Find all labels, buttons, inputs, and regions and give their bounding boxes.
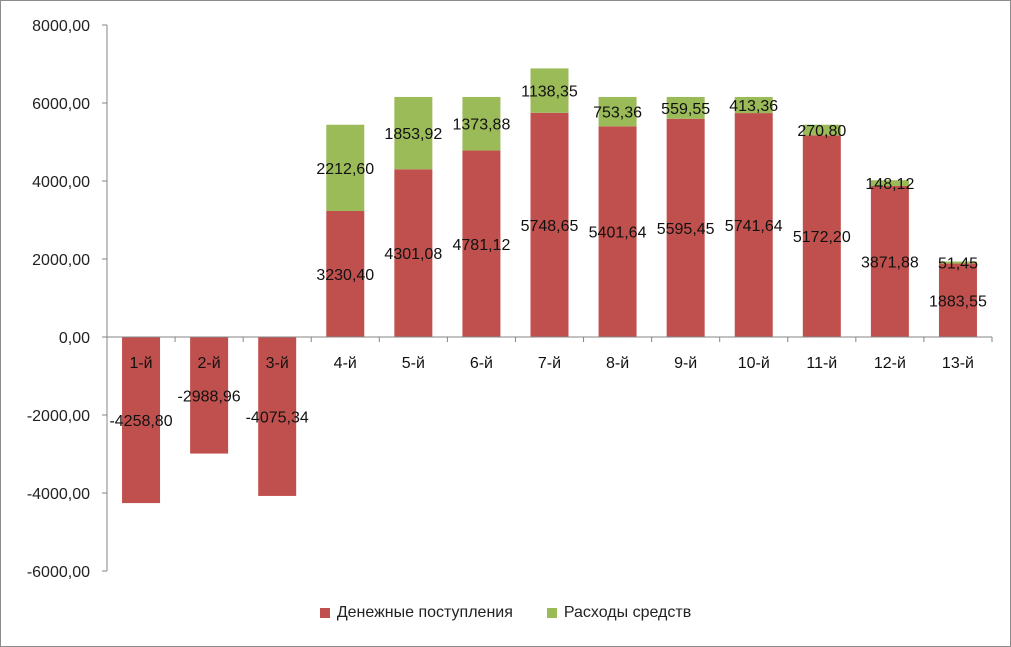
data-label-expenses: 559,55 bbox=[661, 101, 710, 118]
x-tick-label: 7-й bbox=[538, 355, 561, 372]
data-label-income: 4781,12 bbox=[453, 237, 511, 254]
data-label-income: 5401,64 bbox=[589, 225, 647, 242]
legend-item-income: Денежные поступления bbox=[319, 604, 513, 622]
legend-swatch-expenses bbox=[546, 608, 557, 618]
y-tick-label: -2000,00 bbox=[27, 408, 90, 425]
data-label-income: 5172,20 bbox=[793, 229, 851, 246]
bar-income bbox=[938, 263, 977, 337]
bar-income bbox=[802, 135, 841, 337]
bar-expenses bbox=[666, 96, 705, 119]
bar-income bbox=[598, 126, 637, 338]
bar-income bbox=[394, 169, 433, 337]
bar-expenses bbox=[938, 261, 977, 264]
bar-income bbox=[258, 337, 297, 496]
data-label-income: 5748,65 bbox=[521, 218, 579, 235]
x-tick-label: 11-й bbox=[806, 355, 837, 372]
x-tick-label: 10-й bbox=[738, 355, 770, 372]
x-tick-label: 2-й bbox=[198, 355, 221, 372]
bar-income bbox=[462, 150, 501, 337]
data-label-expenses: 51,45 bbox=[938, 256, 978, 273]
data-label-income: -4075,34 bbox=[246, 409, 309, 426]
data-label-expenses: 1853,92 bbox=[384, 126, 442, 143]
data-label-expenses: 270,80 bbox=[797, 123, 846, 140]
y-tick-label: -6000,00 bbox=[27, 564, 90, 581]
bar-expenses bbox=[598, 96, 637, 127]
bar-expenses bbox=[394, 96, 433, 170]
y-tick-label: 6000,00 bbox=[32, 96, 90, 113]
data-label-expenses: 1373,88 bbox=[453, 117, 511, 134]
bar-expenses bbox=[734, 96, 773, 114]
data-label-income: -2988,96 bbox=[178, 388, 241, 405]
bar-expenses bbox=[530, 68, 569, 113]
legend-label-expenses: Расходы средств bbox=[563, 604, 692, 621]
data-label-expenses: 2212,60 bbox=[316, 161, 374, 178]
x-tick-label: 3-й bbox=[266, 355, 289, 372]
x-tick-label: 9-й bbox=[674, 355, 697, 372]
bar-income bbox=[666, 118, 705, 337]
x-tick-label: 4-й bbox=[334, 355, 357, 372]
bar-expenses bbox=[870, 180, 909, 186]
bar-expenses bbox=[462, 96, 501, 151]
legend-label-income: Денежные поступления bbox=[336, 604, 513, 621]
y-tick-label: 8000,00 bbox=[32, 18, 90, 35]
legend-swatch-income bbox=[319, 608, 330, 618]
x-tick-label: 13-й bbox=[942, 355, 974, 372]
legend: Денежные поступления Расходы средств bbox=[0, 604, 1011, 622]
data-label-expenses: 413,36 bbox=[729, 98, 778, 115]
bar-expenses bbox=[326, 124, 365, 212]
bar-income bbox=[122, 337, 161, 504]
bar-expenses bbox=[802, 124, 841, 136]
data-label-income: 3230,40 bbox=[316, 267, 374, 284]
data-label-income: -4258,80 bbox=[109, 413, 172, 430]
y-tick-label: 4000,00 bbox=[32, 174, 90, 191]
x-tick-label: 8-й bbox=[606, 355, 629, 372]
data-label-income: 4301,08 bbox=[384, 246, 442, 263]
x-tick-label: 6-й bbox=[470, 355, 493, 372]
x-tick-label: 1-й bbox=[129, 355, 152, 372]
x-tick-label: 12-й bbox=[874, 355, 906, 372]
data-label-income: 3871,88 bbox=[861, 254, 919, 271]
data-label-expenses: 1138,35 bbox=[521, 84, 578, 101]
y-tick-label: 0,00 bbox=[59, 330, 90, 347]
bar-income bbox=[870, 185, 909, 337]
bar-income bbox=[530, 112, 569, 338]
data-label-expenses: 753,36 bbox=[593, 105, 642, 122]
y-tick-label: 2000,00 bbox=[32, 252, 90, 269]
data-label-income: 5741,64 bbox=[725, 218, 783, 235]
bar-income bbox=[734, 113, 773, 337]
legend-item-expenses: Расходы средств bbox=[546, 604, 692, 622]
data-label-income: 1883,55 bbox=[929, 293, 987, 310]
x-tick-label: 5-й bbox=[402, 355, 425, 372]
data-label-income: 5595,45 bbox=[657, 221, 715, 238]
data-label-expenses: 148,12 bbox=[865, 176, 914, 193]
bar-income bbox=[326, 211, 365, 337]
y-tick-label: -4000,00 bbox=[27, 486, 90, 503]
bar-income bbox=[190, 337, 229, 454]
